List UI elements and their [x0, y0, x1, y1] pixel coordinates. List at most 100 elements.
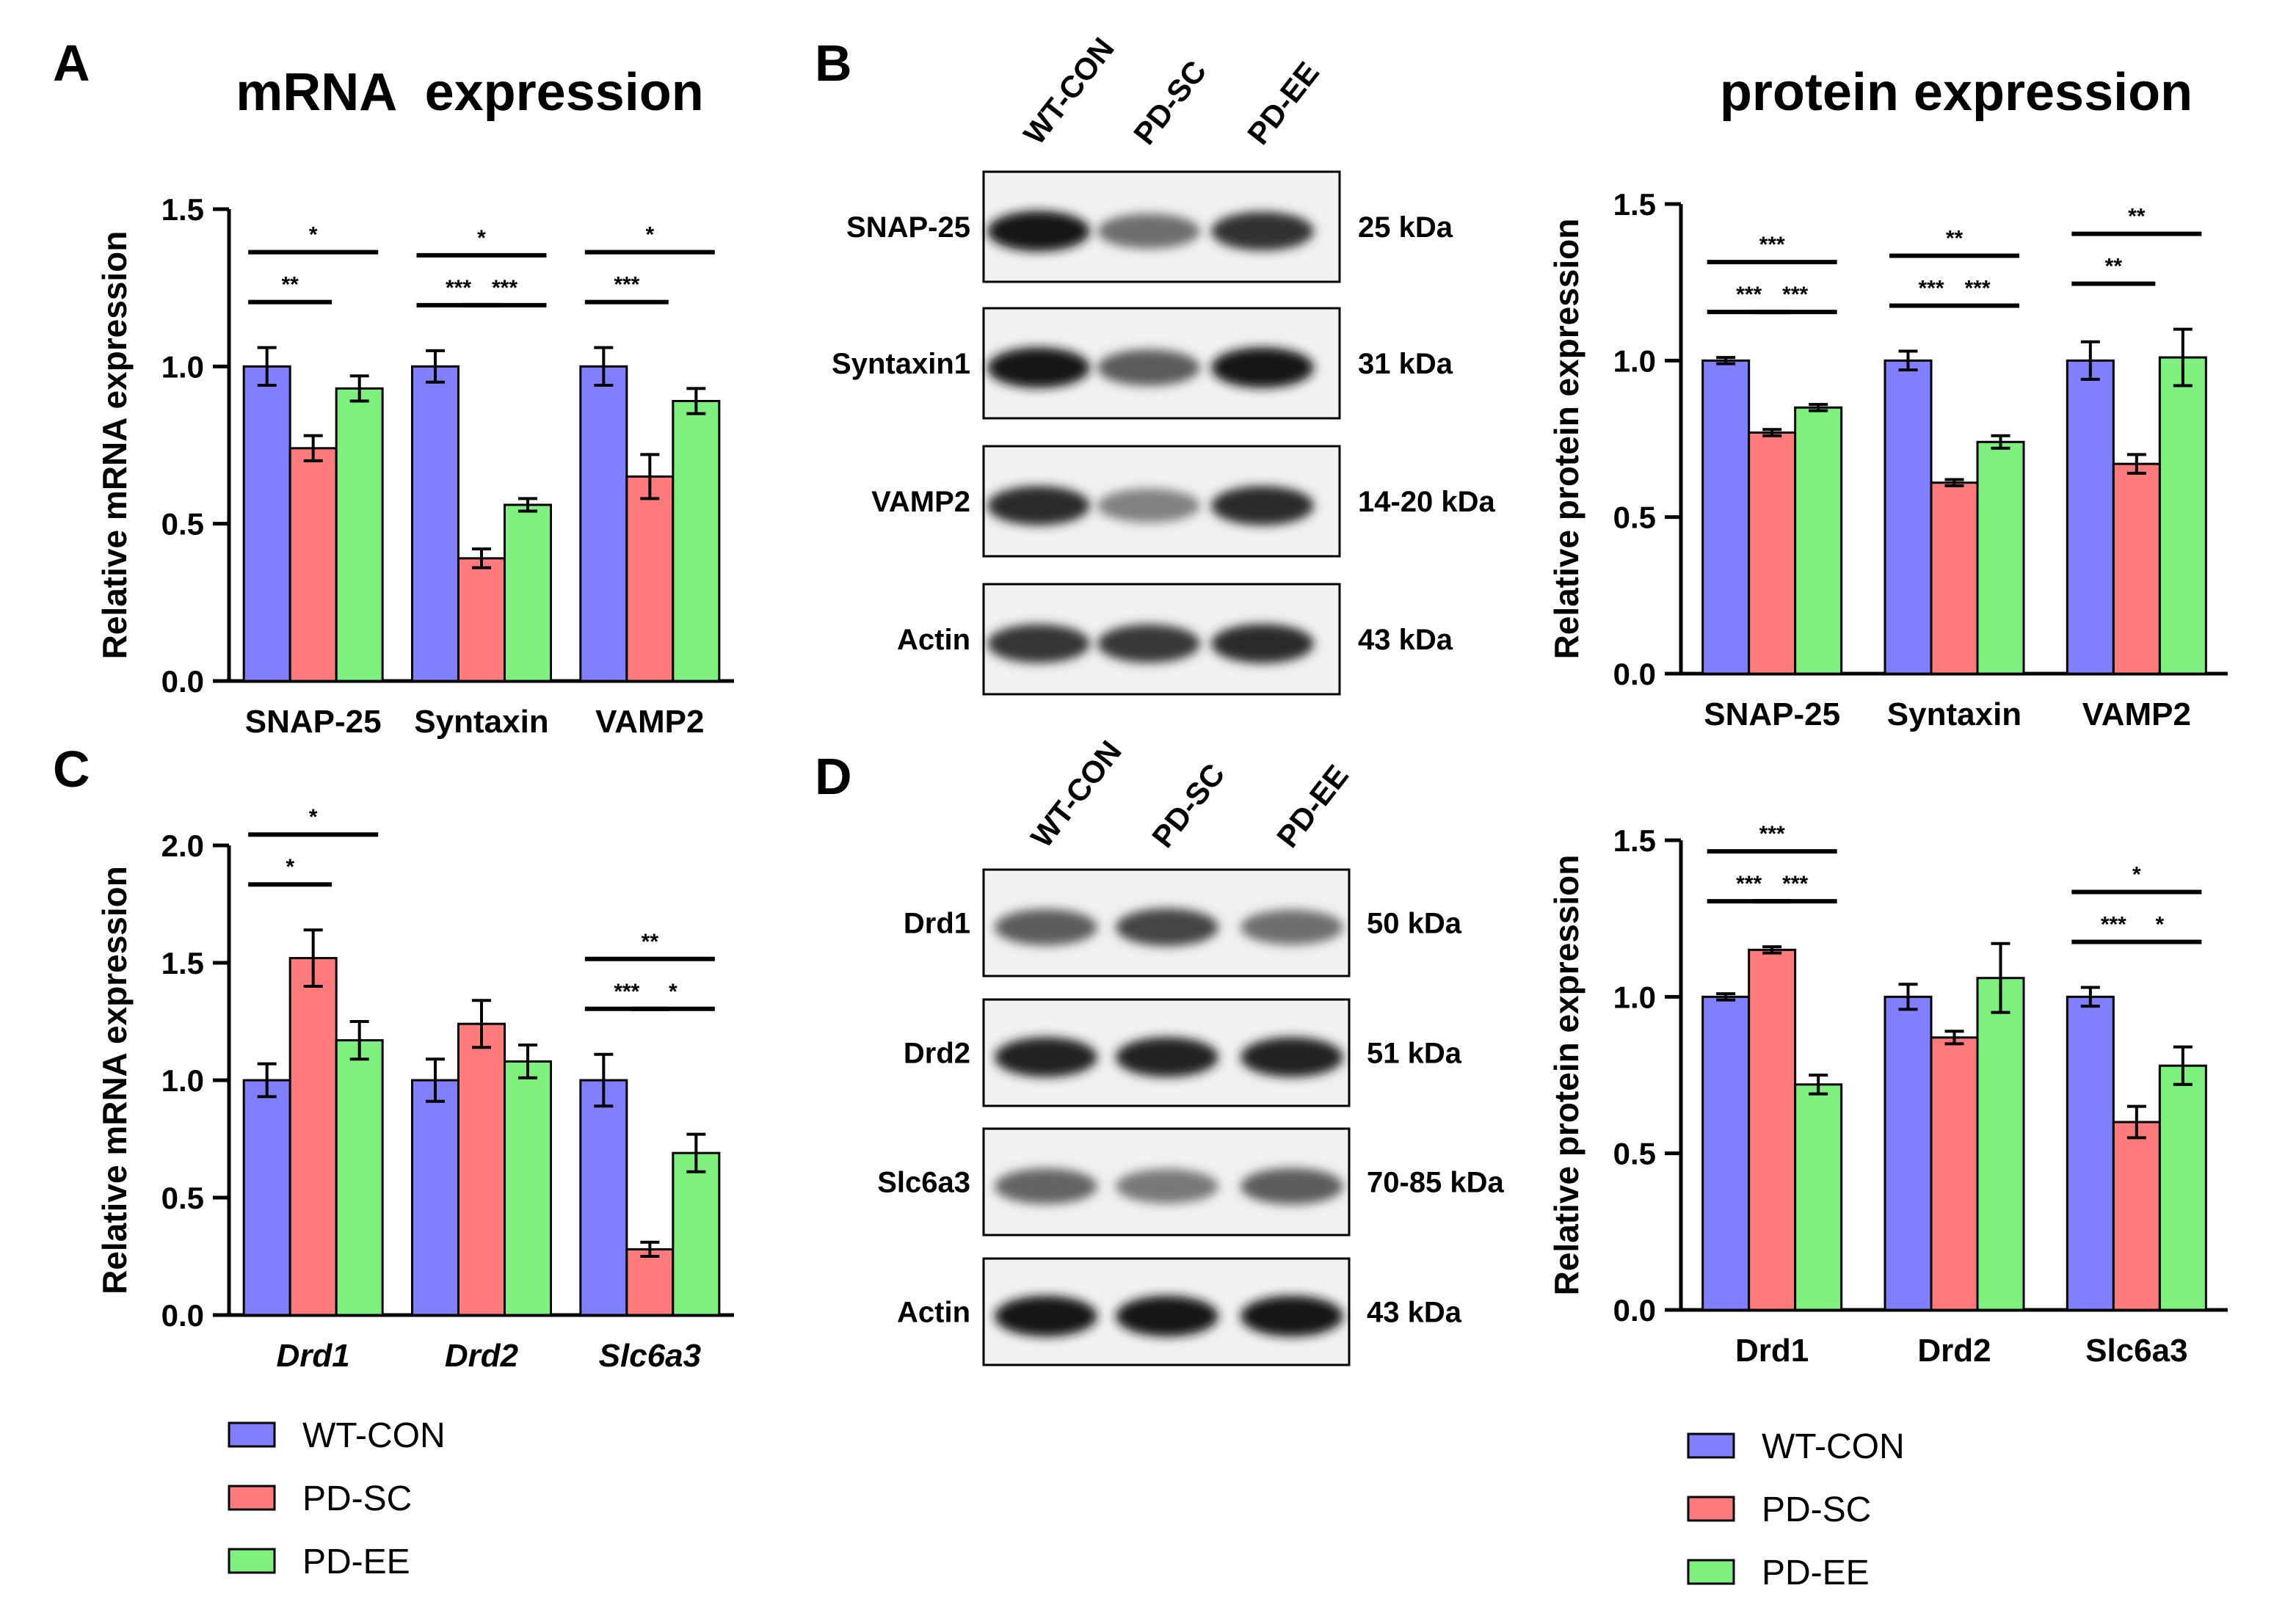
- blot-band: [1211, 347, 1314, 388]
- bar: [288, 957, 338, 1317]
- blot-band: [1240, 1295, 1343, 1337]
- legend-swatch: [228, 1421, 276, 1448]
- blot-kda-label: 50 kDa: [1367, 908, 1462, 940]
- y-tick-label: 1.5: [1613, 823, 1656, 858]
- significance-label: ***: [1736, 283, 1762, 307]
- bar: [457, 1022, 506, 1317]
- blot-kda-label: 31 kDa: [1358, 348, 1453, 380]
- significance-label: *: [669, 980, 678, 1004]
- y-tick-label: 1.0: [161, 1063, 204, 1098]
- legend-swatch: [1687, 1432, 1735, 1459]
- bar: [411, 365, 459, 682]
- blot-kda-label: 43 kDa: [1367, 1297, 1462, 1329]
- bar: [1930, 481, 1979, 675]
- bar: [504, 1060, 552, 1317]
- blot-row-label: SNAP-25: [846, 211, 970, 244]
- lane-label: WT-CON: [1017, 31, 1121, 150]
- significance-label: *: [477, 226, 486, 250]
- bar: [2112, 1121, 2161, 1311]
- significance-label: *: [2155, 913, 2164, 937]
- blot-kda-label: 14-20 kDa: [1358, 486, 1496, 518]
- significance-label: ***: [614, 980, 639, 1004]
- bar: [672, 1151, 721, 1317]
- legend-label: PD-SC: [1762, 1490, 1871, 1529]
- blot-kda-label: 43 kDa: [1358, 624, 1453, 656]
- blot-band: [1116, 908, 1218, 947]
- significance-label: **: [281, 273, 299, 297]
- bar: [242, 1079, 291, 1317]
- blot-band: [1211, 624, 1314, 663]
- significance-label: *: [286, 855, 294, 879]
- significance-label: *: [2132, 863, 2141, 887]
- significance-label: **: [1946, 227, 1964, 251]
- bar: [579, 365, 628, 682]
- bar: [1930, 1036, 1979, 1311]
- blot-row-label: Actin: [897, 1297, 970, 1329]
- bar: [242, 365, 291, 682]
- legend-swatch: [1687, 1496, 1735, 1522]
- blot-row-label: Syntaxin1: [832, 348, 970, 380]
- x-tick-label: Drd2: [445, 1338, 519, 1374]
- significance-label: *: [309, 805, 318, 829]
- significance-label: ***: [614, 273, 639, 297]
- significance-label: ***: [492, 276, 517, 300]
- y-tick-label: 1.0: [1613, 343, 1656, 378]
- significance-label: **: [642, 930, 659, 954]
- legend-swatch: [228, 1548, 276, 1574]
- western-blot-d: WT-CON PD-SC PD-EE Drd1 50 kDa Drd2 51 kDa Slc6…: [877, 734, 1505, 1366]
- legends-layer: WT-CON PD-SC PD-EE WT-CON PD-SC PD-EE: [228, 1416, 1905, 1592]
- x-tick-label: Drd1: [1735, 1333, 1809, 1369]
- significance-label: ***: [1782, 283, 1808, 307]
- bar: [335, 387, 384, 682]
- x-tick-label: Drd1: [277, 1338, 350, 1374]
- legend-left: WT-CON PD-SC PD-EE: [228, 1416, 446, 1581]
- x-tick-label: Slc6a3: [2085, 1333, 2187, 1369]
- y-tick-label: 0.5: [161, 507, 204, 542]
- x-tick-label: Slc6a3: [599, 1338, 701, 1374]
- y-tick-label: 0.0: [161, 664, 204, 699]
- blot-band: [1240, 1037, 1343, 1077]
- significance-label: **: [2105, 255, 2123, 279]
- y-axis-label: Relative protein expression: [1547, 855, 1585, 1296]
- legend-label: PD-EE: [1762, 1554, 1870, 1592]
- x-tick-label: SNAP-25: [245, 704, 382, 740]
- bar: [457, 557, 506, 682]
- chart-a: 0.0 0.5 1.0 1.5 Relative mRNA expression SNAP…: [95, 192, 734, 740]
- bar: [411, 1079, 459, 1317]
- significance-label: ***: [1918, 277, 1944, 301]
- y-tick-label: 1.0: [1613, 980, 1656, 1014]
- bar: [288, 447, 338, 682]
- legend-swatch: [1687, 1559, 1735, 1585]
- bar: [1748, 948, 1797, 1311]
- blot-band: [1240, 1168, 1343, 1205]
- bar: [1701, 359, 1751, 675]
- panel-letter-a: A: [53, 34, 90, 92]
- bar: [625, 475, 675, 682]
- blot-band: [987, 486, 1090, 525]
- bar: [1884, 995, 1933, 1311]
- y-tick-label: 1.5: [161, 192, 204, 227]
- lane-label: PD-EE: [1270, 758, 1355, 853]
- blot-band: [1097, 624, 1200, 663]
- blot-band: [987, 624, 1090, 663]
- bar: [335, 1039, 384, 1317]
- significance-label: ***: [1759, 822, 1785, 846]
- significance-label: *: [309, 223, 318, 247]
- bar: [672, 399, 721, 682]
- legend-label: PD-SC: [302, 1479, 412, 1518]
- legend-label: WT-CON: [302, 1416, 446, 1455]
- x-tick-label: Syntaxin: [414, 704, 548, 740]
- lane-label: PD-EE: [1240, 55, 1326, 150]
- bar: [2112, 462, 2161, 675]
- bar: [579, 1079, 628, 1317]
- y-tick-label: 1.5: [1613, 187, 1656, 222]
- blot-kda-label: 70-85 kDa: [1367, 1167, 1505, 1199]
- blot-row-label: Drd2: [904, 1038, 970, 1070]
- blot-band: [995, 1168, 1097, 1204]
- blot-band: [995, 1037, 1097, 1077]
- panel-letter-d: D: [815, 748, 852, 805]
- bar: [1884, 359, 1933, 675]
- y-axis-label: Relative protein expression: [1547, 219, 1585, 660]
